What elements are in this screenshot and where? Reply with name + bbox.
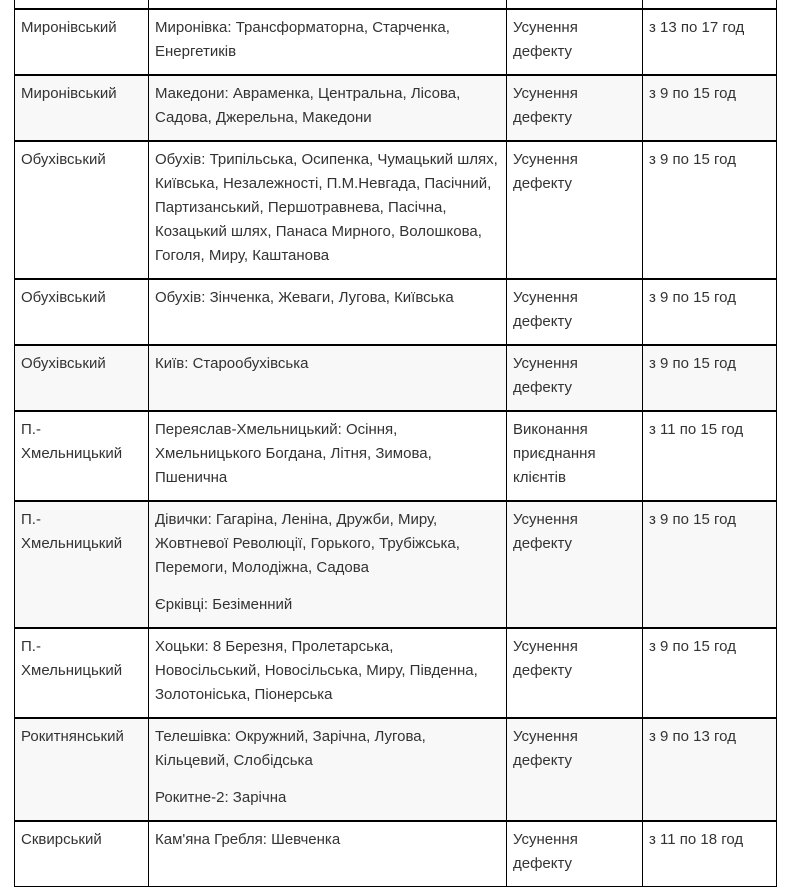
reason-cell: Усунення дефекту (506, 501, 643, 629)
reason-cell: Усунення дефекту (506, 9, 643, 76)
table-row: Обухівський Обухів: Зінченка, Жеваги, Лу… (14, 279, 777, 346)
district-cell: Миронівський (14, 75, 149, 142)
time-cell: з 9 по 15 год (642, 75, 777, 142)
streets-paragraph: Переяслав-Хмельницький: Осіння, Хмельниц… (155, 421, 432, 486)
time-cell: з 9 по 15 год (642, 345, 777, 412)
streets-paragraph: Обухів: Трипільська, Осипенка, Чумацький… (155, 151, 498, 264)
district-cell: Рокитнянський (14, 718, 149, 822)
streets-cell: Кам'яна Гребля: Шевченка (148, 821, 507, 887)
district-cell (14, 0, 149, 10)
reason-cell (506, 0, 643, 10)
streets-paragraph: Рокитне-2: Зарічна (155, 789, 287, 806)
streets-paragraph: Обухів: Зінченка, Жеваги, Лугова, Київсь… (155, 289, 454, 306)
streets-cell: Миронівка: Трансформаторна, Старченка, Е… (148, 9, 507, 76)
time-cell (642, 0, 777, 10)
streets-paragraph: Миронівка: Трансформаторна, Старченка, Е… (155, 19, 450, 60)
reason-cell: Виконання приєднання клієнтів (506, 411, 643, 502)
table-row: Сквирський Кам'яна Гребля: Шевченка Усун… (14, 821, 777, 887)
table-row: Обухівський Обухів: Трипільська, Осипенк… (14, 141, 777, 280)
district-cell: Обухівський (14, 141, 149, 280)
district-cell: П.-Хмельницький (14, 628, 149, 719)
district-cell: П.-Хмельницький (14, 501, 149, 629)
district-cell: П.-Хмельницький (14, 411, 149, 502)
streets-paragraph: Дівички: Гагаріна, Леніна, Дружби, Миру,… (155, 511, 460, 576)
reason-cell: Усунення дефекту (506, 718, 643, 822)
reason-cell: Усунення дефекту (506, 141, 643, 280)
table-row: П.-Хмельницький Переяслав-Хмельницький: … (14, 411, 777, 502)
time-cell: з 9 по 15 год (642, 141, 777, 280)
table-row: Миронівський Миронівка: Трансформаторна,… (14, 9, 777, 76)
streets-cell: Обухів: Трипільська, Осипенка, Чумацький… (148, 141, 507, 280)
streets-paragraph: Телешівка: Окружний, Зарічна, Лугова, Кі… (155, 728, 426, 769)
table-row: Обухівський Київ: Старообухівська Усунен… (14, 345, 777, 412)
table-row-partial-top (14, 0, 777, 10)
time-cell: з 13 по 17 год (642, 9, 777, 76)
district-cell: Обухівський (14, 279, 149, 346)
time-cell: з 11 по 18 год (642, 821, 777, 887)
table-row: Рокитнянський Телешівка: Окружний, Заріч… (14, 718, 777, 822)
reason-cell: Усунення дефекту (506, 628, 643, 719)
reason-cell: Усунення дефекту (506, 279, 643, 346)
streets-cell: Телешівка: Окружний, Зарічна, Лугова, Кі… (148, 718, 507, 822)
streets-paragraph: Єрківці: Безіменний (155, 596, 293, 613)
district-cell: Сквирський (14, 821, 149, 887)
streets-paragraph: Хоцьки: 8 Березня, Пролетарська, Новосіл… (155, 638, 478, 703)
time-cell: з 9 по 15 год (642, 628, 777, 719)
district-cell: Обухівський (14, 345, 149, 412)
time-cell: з 9 по 13 год (642, 718, 777, 822)
streets-cell: Обухів: Зінченка, Жеваги, Лугова, Київсь… (148, 279, 507, 346)
streets-cell: Хоцьки: 8 Березня, Пролетарська, Новосіл… (148, 628, 507, 719)
reason-cell: Усунення дефекту (506, 345, 643, 412)
outage-table: Миронівський Миронівка: Трансформаторна,… (14, 0, 777, 887)
table-row: П.-Хмельницький Хоцьки: 8 Березня, Проле… (14, 628, 777, 719)
table-row: Миронівський Македони: Авраменка, Центра… (14, 75, 777, 142)
streets-paragraph: Київ: Старообухівська (155, 355, 309, 372)
streets-cell: Македони: Авраменка, Центральна, Лісова,… (148, 75, 507, 142)
streets-cell: Київ: Старообухівська (148, 345, 507, 412)
time-cell: з 11 по 15 год (642, 411, 777, 502)
streets-cell (148, 0, 507, 10)
time-cell: з 9 по 15 год (642, 279, 777, 346)
district-cell: Миронівський (14, 9, 149, 76)
streets-cell: Дівички: Гагаріна, Леніна, Дружби, Миру,… (148, 501, 507, 629)
outage-table-wrapper: Миронівський Миронівка: Трансформаторна,… (14, 0, 777, 887)
streets-paragraph: Македони: Авраменка, Центральна, Лісова,… (155, 85, 461, 126)
streets-cell: Переяслав-Хмельницький: Осіння, Хмельниц… (148, 411, 507, 502)
table-row: П.-Хмельницький Дівички: Гагаріна, Ленін… (14, 501, 777, 629)
time-cell: з 9 по 15 год (642, 501, 777, 629)
streets-paragraph: Кам'яна Гребля: Шевченка (155, 831, 341, 848)
reason-cell: Усунення дефекту (506, 75, 643, 142)
reason-cell: Усунення дефекту (506, 821, 643, 887)
